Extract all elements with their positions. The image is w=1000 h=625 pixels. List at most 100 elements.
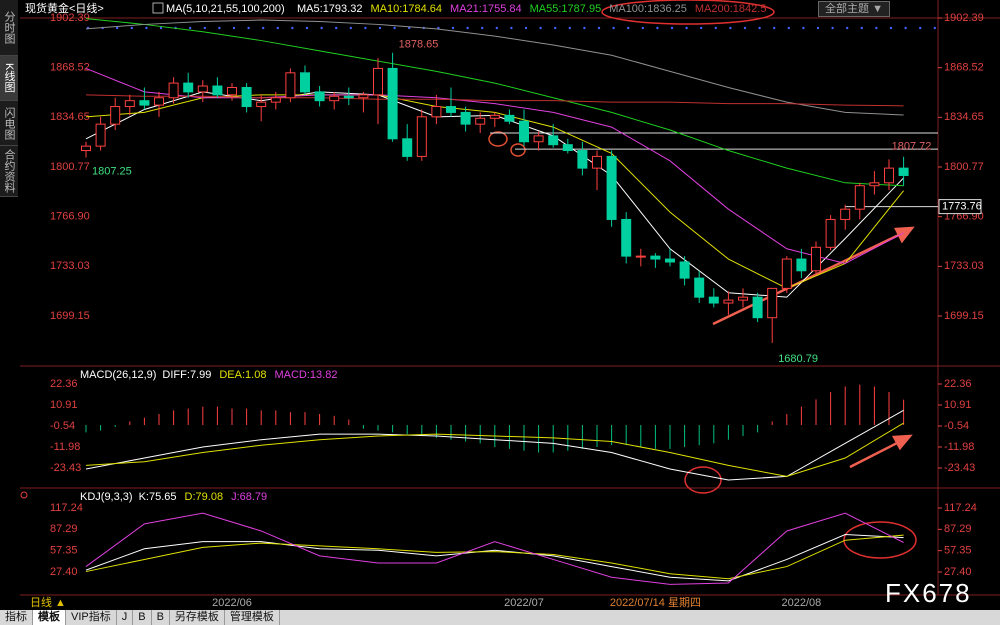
candle-body: [767, 287, 778, 319]
y-tick-label: 1766.90: [50, 211, 90, 223]
dot: [320, 26, 323, 30]
y-tick-label: -23.43: [944, 462, 975, 474]
candle-body: [898, 167, 909, 176]
dot: [247, 26, 250, 30]
candle-body: [446, 106, 456, 113]
toolbar-tab[interactable]: 模板: [33, 610, 66, 625]
y-tick-label: 57.35: [50, 545, 78, 557]
sidebar-tab[interactable]: 分时图: [0, 0, 18, 56]
dot: [816, 26, 820, 30]
candle-body: [460, 111, 471, 125]
dot: [145, 26, 148, 30]
indicator: MA(5,10,21,55,100,200): [166, 3, 285, 15]
candle-body: [533, 135, 544, 143]
candle-body: [124, 100, 135, 108]
dot: [335, 26, 338, 30]
annotation-ellipse: [510, 143, 526, 157]
dot: [510, 26, 513, 30]
panel-title: KDJ(9,3,3): [80, 491, 133, 503]
legend-entry: DIFF:7.99: [162, 369, 211, 381]
y-tick-label: 87.29: [50, 523, 78, 535]
dot-row: [86, 26, 936, 30]
sidebar-tab[interactable]: K线图: [0, 56, 18, 101]
y-tick-label: -11.98: [944, 441, 974, 453]
legend-name: MACD: [274, 369, 306, 381]
dot: [189, 26, 192, 30]
legend-name: MA5: [297, 3, 320, 15]
indicator-line: [85, 67, 904, 264]
legend-name: MA55: [530, 3, 559, 15]
candle-body: [854, 185, 865, 210]
dot: [612, 26, 615, 30]
candle-body: [183, 82, 194, 93]
legend-value: 79.08: [196, 491, 224, 503]
dot: [130, 26, 133, 30]
dot: [597, 26, 601, 30]
toolbar-tab[interactable]: B: [152, 610, 170, 625]
watermark: FX678: [885, 578, 972, 608]
dot: [481, 26, 484, 30]
toolbar-tab[interactable]: B: [133, 610, 152, 625]
candle-body: [314, 91, 325, 102]
legend-entry: K:75.65: [139, 491, 177, 503]
toolbar-tab[interactable]: 管理模板: [225, 610, 280, 625]
dot: [860, 26, 863, 30]
dot: [451, 26, 455, 30]
y-tick-label: -11.98: [50, 441, 80, 453]
candle-body: [781, 258, 792, 289]
price-label: 1807.25: [92, 165, 132, 177]
sidebar-tab[interactable]: 合约资料: [0, 146, 18, 197]
y-tick-label: 27.40: [50, 566, 78, 578]
period[interactable]: 日线 ▲: [30, 595, 66, 609]
y-tick-label: 1868.52: [50, 62, 90, 74]
toolbar-tab[interactable]: 指标: [0, 610, 33, 625]
legend-name: MA200: [695, 3, 730, 15]
legend-name: MA21: [450, 3, 479, 15]
theme-button[interactable]: 全部主题 ▼: [818, 1, 890, 17]
legend-name: D: [185, 491, 193, 503]
candle-body: [752, 296, 763, 319]
toolbar-tab[interactable]: J: [117, 610, 134, 625]
candle-body: [679, 261, 690, 279]
dot: [700, 26, 703, 30]
indicator-line: [85, 534, 904, 582]
price-label: 1680.79: [778, 353, 818, 365]
toolbar-tab[interactable]: 另存模板: [170, 610, 225, 625]
candle-body: [519, 120, 529, 143]
y-tick-label: 87.29: [944, 523, 972, 535]
dot: [524, 26, 528, 30]
y-tick-label: 1902.39: [944, 12, 984, 24]
dot: [773, 26, 776, 30]
dot: [831, 26, 834, 30]
y-tick-label: 1902.39: [50, 12, 90, 24]
legend-value: 68.79: [240, 491, 268, 503]
y-tick-label: 1733.03: [50, 260, 90, 272]
y-tick-label: 1800.77: [50, 161, 90, 173]
sidebar-tab[interactable]: 闪电图: [0, 101, 18, 146]
candle-body: [650, 255, 661, 260]
dot: [466, 26, 469, 30]
candle-body: [592, 155, 602, 169]
indicator-line: [85, 422, 904, 477]
dot: [159, 26, 163, 30]
candle-body: [168, 82, 179, 99]
panel-title: MACD(26,12,9): [80, 369, 156, 381]
dot: [408, 26, 411, 30]
indicator-line: [85, 19, 904, 116]
dot: [554, 26, 557, 30]
dot: [116, 26, 119, 30]
icon[interactable]: [152, 2, 164, 14]
y-tick-label: 27.40: [944, 566, 972, 578]
candle-body: [562, 144, 573, 152]
dot: [568, 26, 571, 30]
y-tick-label: 57.35: [944, 545, 972, 557]
toolbar-tab[interactable]: VIP指标: [66, 610, 117, 625]
legend-value: 1.08: [245, 369, 266, 381]
legend-entry: MA10:1784.64: [370, 3, 442, 15]
indicator-line: [85, 94, 904, 107]
legend-value: 1793.32: [323, 3, 363, 15]
panel-icon[interactable]: [20, 491, 28, 499]
candle-body: [723, 299, 734, 304]
candle-body: [489, 114, 500, 119]
